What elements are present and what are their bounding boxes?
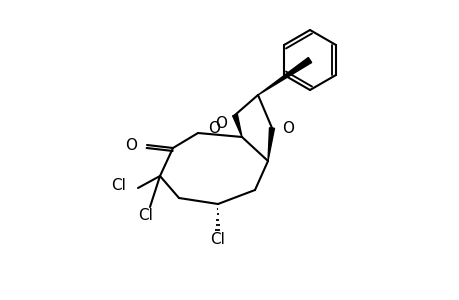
Text: O: O — [214, 116, 226, 130]
Polygon shape — [232, 114, 241, 137]
Text: O: O — [207, 121, 219, 136]
Text: Cl: Cl — [111, 178, 126, 194]
Text: Cl: Cl — [210, 232, 225, 247]
Polygon shape — [257, 58, 311, 95]
Text: Cl: Cl — [138, 208, 153, 224]
Polygon shape — [268, 128, 274, 161]
Text: O: O — [281, 121, 293, 136]
Text: O: O — [125, 137, 137, 152]
